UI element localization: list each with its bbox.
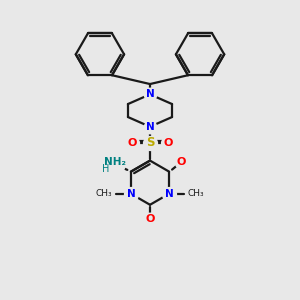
Text: NH₂: NH₂ — [104, 157, 126, 166]
Text: O: O — [145, 214, 155, 224]
Text: O: O — [177, 157, 186, 167]
Text: N: N — [146, 89, 154, 99]
Text: N: N — [146, 122, 154, 132]
Text: CH₃: CH₃ — [188, 189, 204, 198]
Text: S: S — [146, 136, 154, 149]
Text: N: N — [127, 189, 135, 199]
Text: N: N — [165, 189, 173, 199]
Text: H: H — [102, 164, 110, 174]
Text: O: O — [127, 138, 136, 148]
Text: CH₃: CH₃ — [96, 189, 112, 198]
Text: O: O — [164, 138, 173, 148]
